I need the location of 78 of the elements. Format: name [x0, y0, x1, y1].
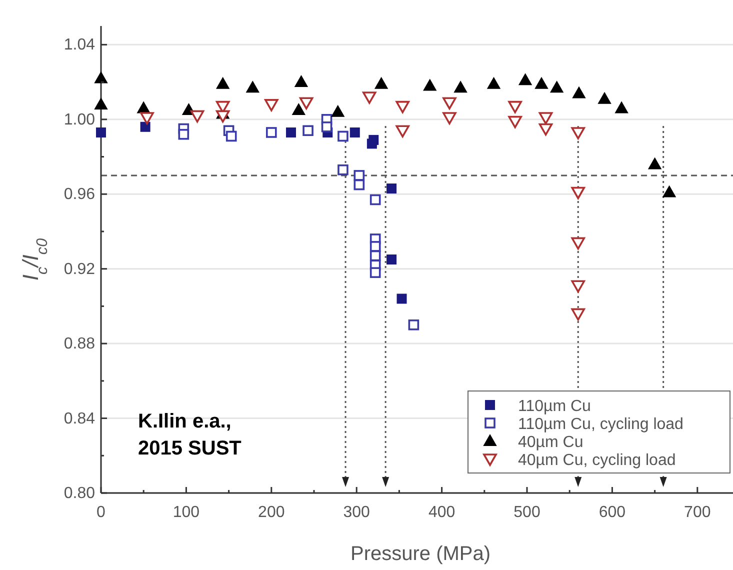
point — [508, 116, 522, 128]
point — [534, 77, 548, 89]
point — [94, 72, 108, 84]
point — [264, 99, 278, 112]
point — [246, 81, 260, 93]
point — [216, 77, 230, 89]
point — [454, 81, 468, 93]
point — [266, 127, 277, 138]
legend-label: 40µm Cu — [518, 434, 584, 451]
point — [178, 128, 190, 140]
point — [662, 186, 676, 198]
x-tick-label: 600 — [598, 504, 626, 521]
point — [374, 77, 388, 89]
point — [302, 125, 314, 136]
y-tick-label: 0.88 — [64, 336, 96, 353]
point — [598, 92, 612, 104]
point — [96, 127, 106, 138]
point — [538, 123, 553, 136]
point — [571, 308, 586, 321]
point — [442, 97, 456, 110]
point — [294, 76, 308, 88]
point — [571, 186, 586, 200]
point — [370, 267, 381, 278]
x-tick-label: 0 — [96, 504, 106, 521]
y-tick-label: 0.96 — [64, 186, 96, 204]
point — [362, 92, 376, 104]
point — [226, 130, 237, 142]
x-tick-label: 300 — [343, 504, 370, 521]
legend-label: 110µm Cu — [518, 398, 591, 415]
point — [338, 164, 348, 176]
point — [508, 100, 522, 114]
point — [292, 104, 306, 116]
point — [386, 254, 397, 264]
point — [423, 79, 436, 91]
y-tick-label: 0.80 — [64, 485, 96, 502]
x-axis-title: Pressure (MPa) — [350, 543, 491, 565]
point — [190, 110, 204, 123]
point — [370, 194, 381, 206]
point — [648, 158, 662, 170]
point — [408, 319, 420, 330]
y-tick-label: 0.92 — [64, 260, 96, 278]
legend-label: 110µm Cu, cycling load — [518, 416, 684, 433]
point — [140, 122, 150, 132]
y-tick-label: 0.84 — [64, 410, 96, 428]
point — [321, 121, 332, 132]
point — [350, 127, 360, 138]
y-tick-label: 1.04 — [64, 36, 96, 54]
point — [615, 102, 628, 114]
x-tick-label: 100 — [172, 504, 200, 521]
y-tick-label: 1.00 — [64, 111, 96, 128]
point — [572, 86, 586, 98]
point — [571, 237, 586, 250]
point — [140, 112, 154, 124]
point — [94, 98, 108, 110]
point — [571, 280, 586, 293]
annotation: K.Ilin e.a., 2015 SUST — [138, 410, 242, 460]
point — [299, 97, 314, 110]
point — [368, 134, 379, 145]
point — [396, 294, 407, 304]
x-tick-label: 200 — [258, 504, 285, 521]
point — [538, 112, 553, 124]
x-tick-label: 700 — [684, 504, 711, 521]
point — [338, 130, 348, 142]
x-tick-label: 400 — [428, 504, 456, 521]
point — [571, 127, 586, 140]
point — [396, 125, 410, 138]
point — [518, 74, 532, 86]
point — [331, 105, 344, 117]
point — [286, 127, 296, 138]
x-tick-label: 500 — [514, 504, 540, 521]
point — [487, 77, 500, 89]
point — [386, 184, 397, 194]
legend-label: 40µm Cu, cycling load — [518, 452, 676, 469]
point — [396, 100, 410, 114]
point — [354, 179, 365, 190]
point — [442, 112, 456, 124]
point — [550, 81, 564, 93]
point — [216, 110, 230, 123]
